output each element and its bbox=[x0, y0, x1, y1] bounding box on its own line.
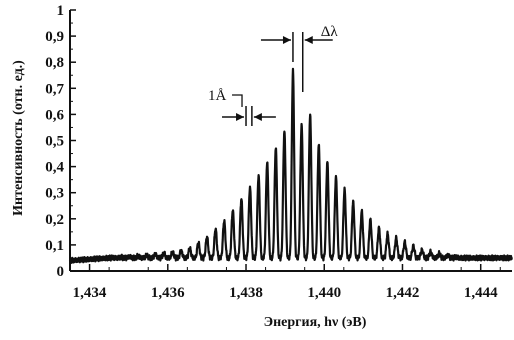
y-tick-label: 0,3 bbox=[45, 186, 64, 202]
y-tick-label: 0,9 bbox=[45, 29, 64, 45]
x-tick-label: 1,440 bbox=[307, 285, 341, 301]
y-tick-label: 0,7 bbox=[45, 81, 64, 97]
y-tick-label: 0,4 bbox=[45, 160, 64, 176]
angstrom-label: 1Å bbox=[208, 88, 227, 104]
spectrum-line bbox=[68, 67, 513, 265]
y-tick-label: 0,8 bbox=[45, 55, 64, 71]
y-tick-label: 1 bbox=[57, 3, 65, 19]
x-tick-label: 1,442 bbox=[386, 285, 420, 301]
y-tick-label: 0,5 bbox=[45, 134, 64, 150]
delta-lambda-arrowhead-right bbox=[304, 36, 313, 44]
angstrom-arrowhead-left bbox=[236, 113, 245, 121]
angstrom-arrowhead-right bbox=[253, 113, 262, 121]
delta-lambda-arrowhead-left bbox=[282, 36, 291, 44]
angstrom-leader bbox=[232, 94, 243, 107]
y-tick-label: 0 bbox=[57, 264, 65, 280]
y-axis-label: Интенсивность (отн. ед.) bbox=[11, 60, 26, 216]
y-tick-label: 0,1 bbox=[45, 238, 64, 254]
x-tick-label: 1,438 bbox=[229, 285, 263, 301]
x-tick-label: 1,444 bbox=[464, 285, 498, 301]
y-tick-label: 0,2 bbox=[45, 212, 64, 228]
delta-lambda-label: Δλ bbox=[321, 24, 339, 40]
x-tick-label: 1,436 bbox=[151, 285, 185, 301]
x-axis-label: Энергия, hν (эВ) bbox=[264, 315, 367, 330]
y-tick-label: 0,6 bbox=[45, 107, 64, 123]
x-tick-label: 1,434 bbox=[73, 285, 107, 301]
